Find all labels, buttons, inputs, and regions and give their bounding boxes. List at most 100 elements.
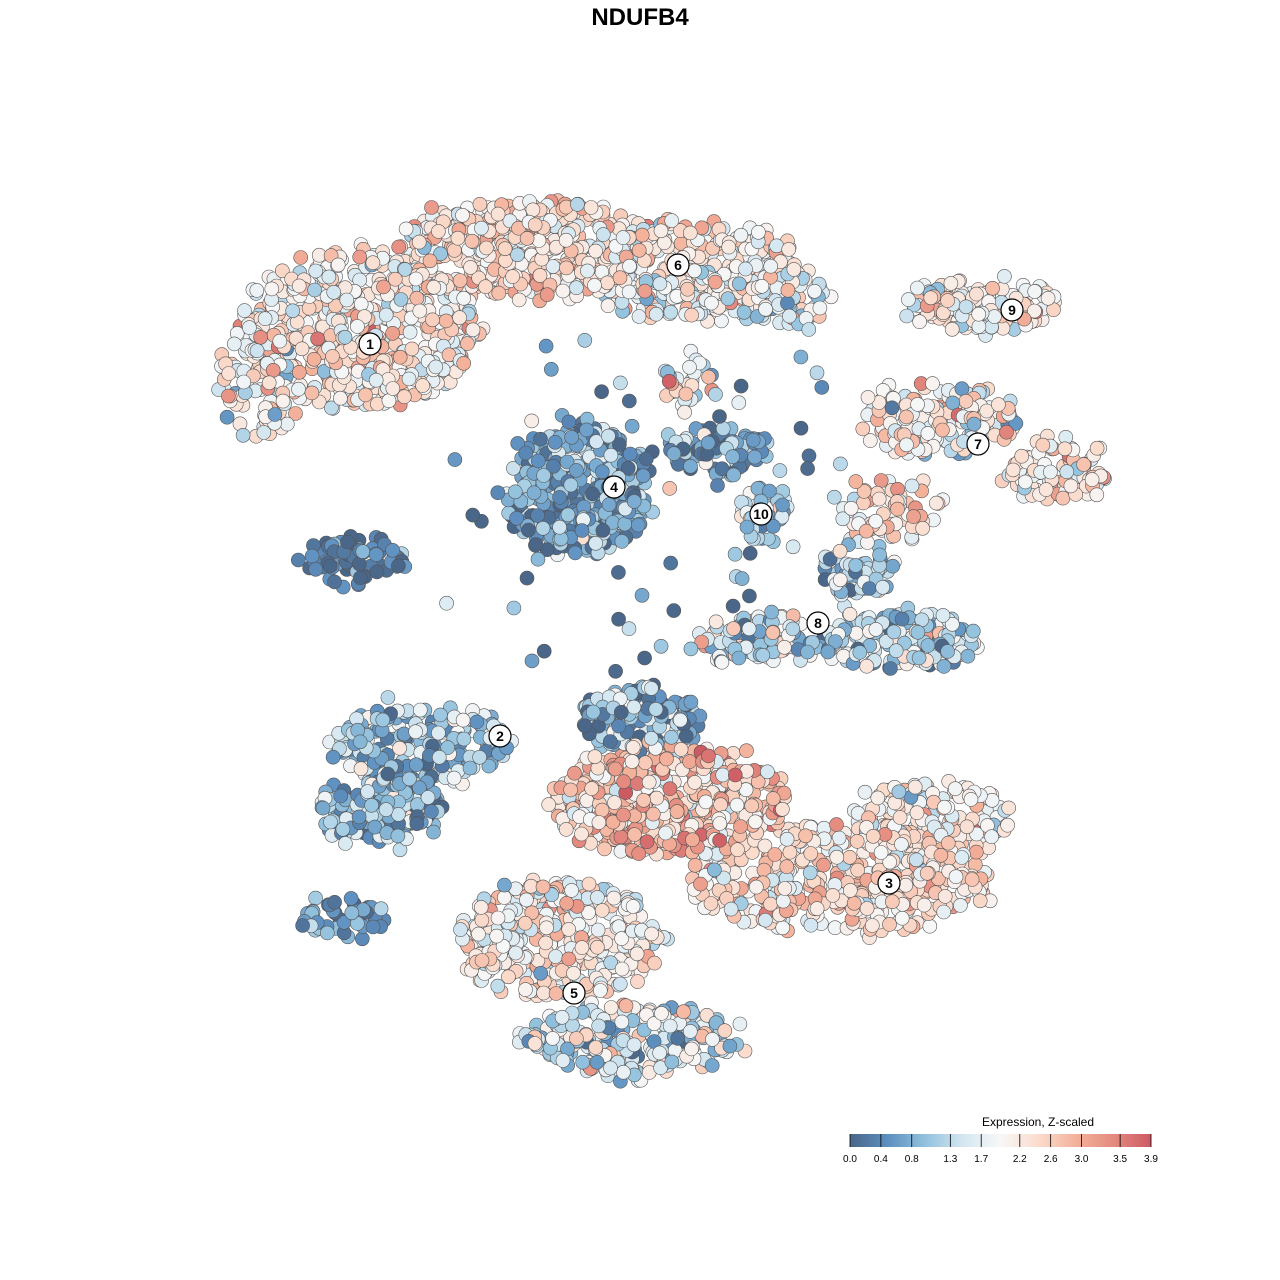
cell-point bbox=[524, 653, 540, 669]
cell-point bbox=[622, 258, 637, 274]
cell-point bbox=[569, 463, 584, 478]
cell-point bbox=[958, 299, 974, 315]
cell-point bbox=[899, 409, 914, 425]
cell-point bbox=[730, 842, 745, 858]
cell-point bbox=[497, 877, 512, 893]
cell-point bbox=[662, 781, 678, 797]
cell-point bbox=[391, 807, 406, 822]
cell-point bbox=[577, 718, 593, 734]
cell-point bbox=[471, 926, 486, 942]
cell-point bbox=[1084, 472, 1100, 487]
cell-point bbox=[518, 445, 534, 461]
cell-point bbox=[894, 611, 910, 627]
cell-point bbox=[433, 707, 448, 723]
cell-point bbox=[793, 420, 809, 436]
cell-point bbox=[802, 865, 818, 881]
cell-point bbox=[666, 603, 682, 618]
cell-point bbox=[538, 338, 554, 354]
cell-point bbox=[873, 845, 889, 860]
cell-point bbox=[509, 510, 524, 526]
cell-point bbox=[290, 552, 306, 568]
cell-point bbox=[954, 850, 970, 865]
cell-point bbox=[378, 802, 394, 817]
cell-point bbox=[590, 922, 606, 938]
cell-point bbox=[943, 276, 959, 291]
cell-point bbox=[594, 903, 610, 918]
cell-point bbox=[353, 761, 369, 777]
cell-point bbox=[739, 519, 755, 535]
cell-point bbox=[535, 879, 551, 895]
cell-point bbox=[705, 1032, 720, 1047]
cell-point bbox=[745, 432, 761, 448]
cell-point bbox=[959, 819, 975, 835]
cell-point bbox=[235, 427, 251, 443]
cell-point bbox=[536, 985, 551, 1001]
cell-point bbox=[561, 951, 577, 967]
cell-point bbox=[555, 283, 571, 299]
cell-point bbox=[648, 306, 664, 322]
cell-point bbox=[237, 303, 252, 318]
cell-point bbox=[506, 600, 522, 616]
cell-point bbox=[602, 734, 618, 749]
cell-point bbox=[803, 846, 819, 861]
cell-point bbox=[353, 570, 368, 586]
cell-point bbox=[842, 606, 858, 622]
cell-point bbox=[446, 770, 462, 786]
cell-point bbox=[859, 658, 875, 674]
cell-point bbox=[588, 535, 604, 551]
cell-point bbox=[882, 917, 897, 932]
cell-point bbox=[368, 372, 384, 388]
cell-point bbox=[559, 260, 574, 276]
cell-point bbox=[1001, 800, 1017, 816]
cell-point bbox=[904, 478, 920, 494]
cell-point bbox=[543, 361, 559, 377]
cell-point bbox=[563, 477, 579, 493]
cell-point bbox=[755, 647, 771, 663]
cell-point bbox=[727, 546, 743, 562]
cell-point bbox=[800, 644, 815, 660]
cell-point bbox=[624, 418, 640, 434]
cell-point bbox=[321, 269, 337, 285]
cell-point bbox=[352, 734, 368, 750]
cell-point bbox=[525, 202, 541, 218]
cell-point bbox=[326, 284, 342, 300]
cell-point bbox=[614, 534, 630, 549]
cell-point bbox=[678, 728, 694, 744]
cell-point bbox=[652, 1045, 667, 1061]
cell-point bbox=[676, 1004, 691, 1020]
cell-point bbox=[526, 485, 542, 501]
cell-point bbox=[581, 876, 597, 892]
cell-point bbox=[518, 982, 533, 997]
cell-point bbox=[637, 650, 652, 666]
cell-point bbox=[564, 429, 579, 445]
cell-point bbox=[327, 894, 342, 910]
cell-point bbox=[739, 743, 754, 759]
cell-point bbox=[456, 731, 472, 747]
cell-point bbox=[626, 1037, 642, 1053]
cell-point bbox=[1014, 448, 1030, 464]
cell-point bbox=[592, 983, 608, 998]
cell-point bbox=[659, 751, 674, 767]
cell-point bbox=[611, 718, 627, 734]
cell-point bbox=[548, 949, 563, 964]
cell-point bbox=[664, 1054, 680, 1070]
cell-point bbox=[658, 825, 673, 841]
cell-point bbox=[793, 349, 809, 365]
cell-point bbox=[545, 1031, 560, 1046]
cell-point bbox=[588, 1040, 604, 1055]
cell-point bbox=[764, 604, 779, 620]
cell-point bbox=[450, 230, 466, 246]
cell-point bbox=[350, 319, 365, 334]
cell-point bbox=[963, 792, 979, 807]
cell-point bbox=[381, 393, 397, 409]
cell-point bbox=[649, 790, 665, 806]
cell-point bbox=[936, 904, 952, 920]
cell-point bbox=[452, 310, 467, 325]
cell-point bbox=[626, 699, 642, 715]
cell-point bbox=[885, 558, 901, 574]
cell-point bbox=[922, 918, 938, 934]
cell-point bbox=[600, 275, 615, 291]
cell-point bbox=[738, 261, 753, 277]
cell-point bbox=[1059, 464, 1075, 480]
